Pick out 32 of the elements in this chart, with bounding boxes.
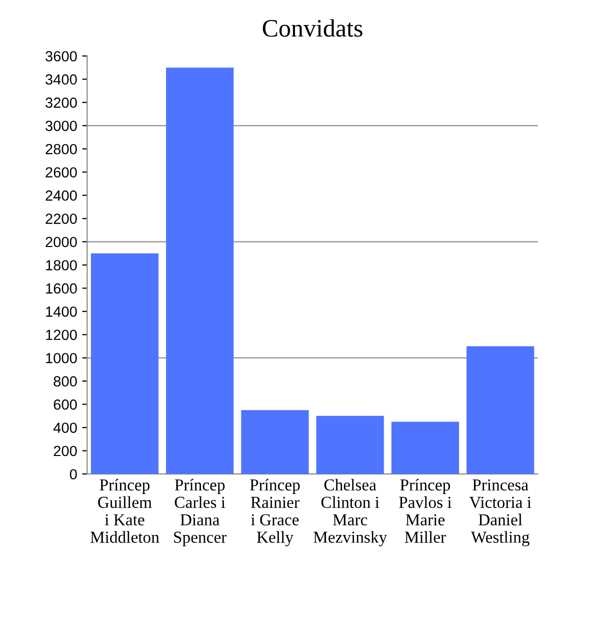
x-tick-label: Príncep Carles i Diana Spencer [174, 478, 227, 546]
y-tick-label: 2200 [46, 214, 77, 224]
x-tick-label: Príncep Rainier i Grace Kelly [250, 478, 300, 546]
y-tick-label: 3200 [46, 98, 77, 108]
y-tick-label: 800 [54, 376, 77, 387]
y-tick-label: 1600 [46, 283, 77, 294]
y-tick-label: 2400 [46, 190, 77, 201]
y-tick-label: 1000 [46, 352, 77, 364]
y-tick-label: 1800 [46, 260, 77, 270]
x-tick-label: Príncep Pavlos i Marie Miller [399, 478, 452, 543]
bar [391, 422, 460, 474]
y-tick-label: 3400 [46, 74, 77, 85]
y-tick-label: 600 [54, 399, 77, 410]
bar [316, 416, 384, 474]
x-tick-label: Príncep Guillem i Kate Middleton [90, 478, 160, 543]
x-tick-label: Chelsea Clinton i Marc Mezvinsky [314, 478, 388, 546]
y-tick-label: 1200 [46, 330, 77, 340]
y-tick-label: 3000 [46, 120, 77, 132]
y-tick-label: 3600 [46, 51, 77, 62]
y-tick-label: 1400 [46, 306, 77, 317]
y-tick-label: 400 [53, 422, 77, 433]
bar [466, 346, 534, 474]
y-tick-label: 2000 [46, 236, 77, 248]
y-tick-label: 200 [54, 446, 77, 456]
chart-title: Convidats [262, 19, 362, 37]
bar [90, 253, 159, 474]
y-tick-label: 2600 [46, 167, 77, 178]
bar [166, 68, 234, 474]
bar [241, 410, 309, 474]
y-tick-label: 2800 [46, 144, 77, 154]
y-tick-label: 0 [70, 469, 77, 480]
x-tick-label: Princesa Victoria i Daniel Westling [469, 479, 532, 546]
